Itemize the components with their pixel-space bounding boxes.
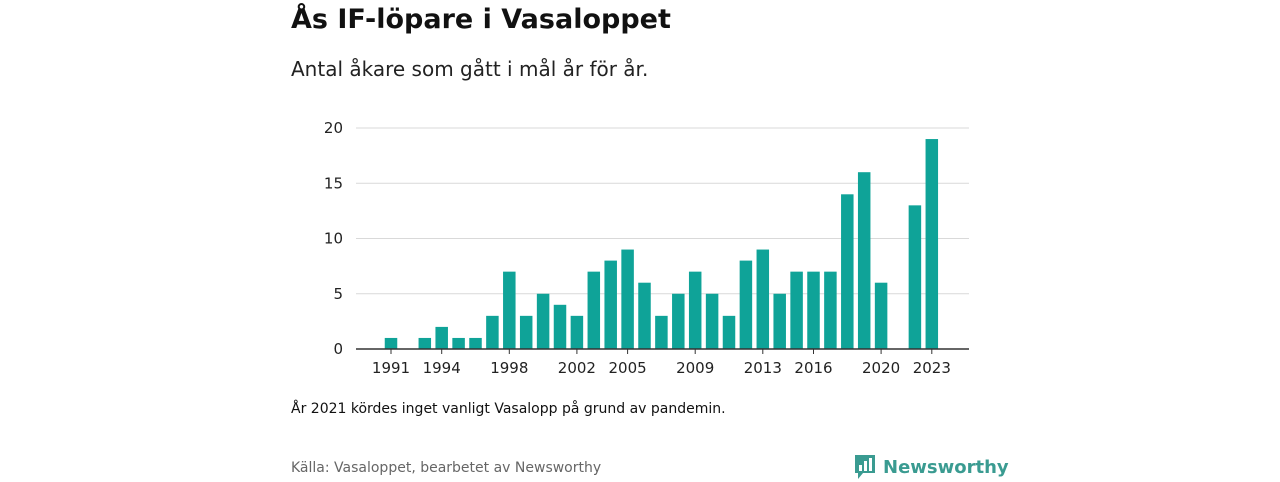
bar (553, 304, 567, 349)
x-tick-label: 2002 (558, 359, 596, 377)
x-tick-label: 2009 (676, 359, 714, 377)
bar (824, 271, 837, 349)
newsworthy-logo-icon (855, 455, 875, 479)
bar (638, 282, 651, 349)
bar (874, 282, 888, 349)
y-tick-label: 5 (333, 285, 343, 303)
bar-chart: 0 5 10 15 20 1991 1994 1998 2002 2005 2009 2013 2016… (324, 119, 969, 377)
bar (722, 315, 736, 349)
bar (503, 271, 516, 349)
bar (604, 260, 617, 349)
bar (688, 271, 702, 349)
bar (841, 194, 854, 349)
chart-note: År 2021 kördes inget vanligt Vasalopp på… (291, 401, 726, 417)
bar (857, 172, 871, 349)
x-tick-label: 1994 (423, 359, 461, 377)
bar (908, 205, 922, 349)
chart-subtitle: Antal åkare som gått i mål år för år. (291, 57, 649, 81)
x-tick-label: 1991 (372, 359, 410, 377)
x-tick-label: 2005 (609, 359, 647, 377)
source-text: Källa: Vasaloppet, bearbetet av Newswort… (291, 460, 602, 476)
x-tick-label: 2020 (862, 359, 900, 377)
bar (925, 139, 939, 349)
bar (536, 293, 550, 349)
x-tick-label: 2023 (913, 359, 951, 377)
bar (756, 249, 770, 349)
bar (807, 271, 820, 349)
x-tick-label: 2013 (744, 359, 782, 377)
x-tick-label: 2016 (794, 359, 832, 377)
bar (655, 315, 668, 349)
y-tick-label: 20 (324, 119, 343, 137)
bar (469, 337, 482, 349)
bar (452, 337, 465, 349)
bar (570, 315, 584, 349)
y-tick-label: 0 (333, 340, 343, 358)
bar (705, 293, 719, 349)
brand-logo: Newsworthy (853, 452, 1009, 482)
bar (519, 315, 533, 349)
bar (672, 293, 685, 349)
y-tick-label: 15 (324, 174, 343, 192)
bar (486, 315, 499, 349)
bar (587, 271, 601, 349)
bar (435, 326, 448, 349)
bar (621, 249, 634, 349)
x-tick-label: 1998 (490, 359, 528, 377)
chart-title: Ås IF-löpare i Vasaloppet (291, 4, 671, 35)
bar (739, 260, 753, 349)
bar (384, 337, 398, 349)
brand-name: Newsworthy (883, 456, 1009, 478)
bar (418, 337, 432, 349)
bar (773, 293, 786, 349)
y-tick-label: 10 (324, 230, 343, 248)
bar (790, 271, 803, 349)
